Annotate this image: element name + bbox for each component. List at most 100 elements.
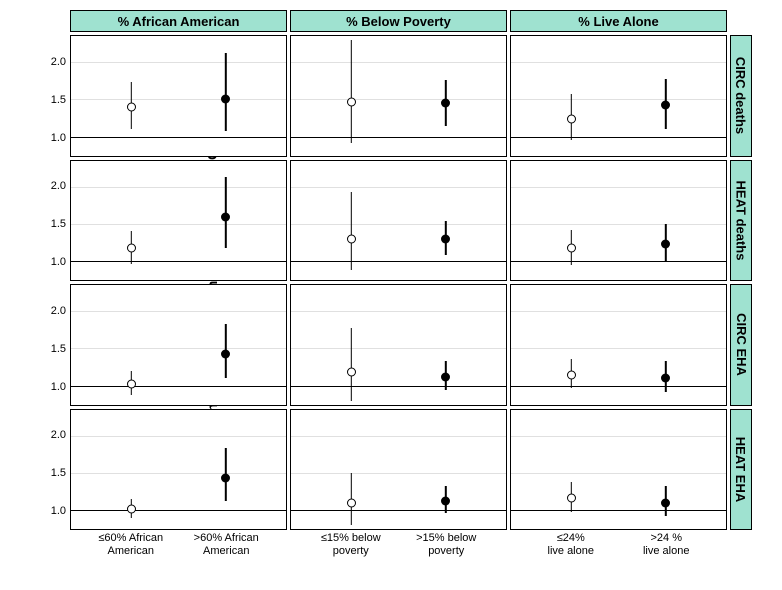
y-tick-label: 2.0 — [51, 305, 66, 317]
grid-line — [511, 224, 726, 225]
point-solid — [661, 240, 670, 249]
grid-line — [511, 99, 726, 100]
point-solid — [221, 95, 230, 104]
point-group — [445, 285, 446, 405]
y-tick-label: 1.0 — [51, 132, 66, 144]
panel-r1-c1 — [290, 160, 507, 282]
point-hollow — [127, 380, 136, 389]
y-tick-label: 1.0 — [51, 256, 66, 268]
point-solid — [441, 372, 450, 381]
col-strip-2: % Live Alone — [510, 10, 727, 32]
y-axis-ticks: 1.01.52.0 1.01.52.0 1.01.52.0 1.01.52.0 — [40, 10, 68, 530]
reference-line — [291, 386, 506, 387]
grid-line — [511, 187, 726, 188]
row-strip-1-label: HEAT deaths — [734, 180, 749, 260]
point-hollow — [347, 234, 356, 243]
grid-line — [291, 436, 506, 437]
panel-r2-c2 — [510, 284, 727, 406]
panel-r3-c0 — [70, 409, 287, 531]
ci-whisker — [350, 192, 351, 270]
x-labels-col-2: ≤24%live alone >24 %live alone — [510, 532, 727, 582]
y-ticks-row-1: 1.01.52.0 — [40, 160, 68, 282]
point-group — [445, 36, 446, 156]
reference-line — [511, 137, 726, 138]
x-tick-label: ≤60% AfricanAmerican — [98, 532, 163, 558]
x-axis-labels: ≤60% AfricanAmerican >60% AfricanAmerican… — [70, 532, 752, 582]
col-strip-1-label: % Below Poverty — [346, 14, 451, 29]
point-group — [351, 410, 352, 530]
point-hollow — [347, 368, 356, 377]
grid-line — [291, 473, 506, 474]
x-tick-label: ≤24%live alone — [548, 532, 594, 558]
y-tick-label: 1.5 — [51, 343, 66, 355]
reference-line — [71, 261, 286, 262]
point-hollow — [347, 498, 356, 507]
reference-line — [291, 510, 506, 511]
point-solid — [661, 101, 670, 110]
grid-line — [71, 62, 286, 63]
x-labels-col-1: ≤15% belowpoverty>15% belowpoverty — [290, 532, 507, 582]
y-tick-label: 2.0 — [51, 429, 66, 441]
point-solid — [221, 350, 230, 359]
point-group — [131, 410, 132, 530]
grid-line — [511, 311, 726, 312]
y-tick-label: 1.5 — [51, 218, 66, 230]
point-group — [665, 161, 666, 281]
row-strip-3-label: HEAT EHA — [734, 437, 749, 502]
point-group — [225, 285, 226, 405]
point-hollow — [347, 97, 356, 106]
col-strip-0: % African American — [70, 10, 287, 32]
point-group — [351, 36, 352, 156]
grid-line — [71, 348, 286, 349]
grid-line — [291, 348, 506, 349]
panel-r0-c1 — [290, 35, 507, 157]
reference-line — [511, 261, 726, 262]
panel-r3-c2 — [510, 409, 727, 531]
point-solid — [441, 99, 450, 108]
point-solid — [661, 498, 670, 507]
point-group — [445, 410, 446, 530]
y-tick-label: 1.5 — [51, 94, 66, 106]
point-group — [445, 161, 446, 281]
point-hollow — [567, 114, 576, 123]
grid-line — [291, 311, 506, 312]
x-labels-col-0: ≤60% AfricanAmerican >60% AfricanAmerican — [70, 532, 287, 582]
grid-line — [291, 224, 506, 225]
panel-r1-c2 — [510, 160, 727, 282]
x-tick-label: >24 %live alone — [643, 532, 689, 558]
grid-line — [511, 348, 726, 349]
point-group — [225, 36, 226, 156]
point-hollow — [127, 243, 136, 252]
point-solid — [221, 474, 230, 483]
reference-line — [71, 510, 286, 511]
grid-line — [71, 187, 286, 188]
forest-plot-figure: OR between indoor DI and health outcomes… — [0, 0, 782, 590]
reference-line — [71, 137, 286, 138]
x-tick-label: >15% belowpoverty — [416, 532, 476, 558]
y-ticks-row-3: 1.01.52.0 — [40, 409, 68, 531]
point-group — [131, 161, 132, 281]
row-strip-1: HEAT deaths — [730, 160, 752, 282]
reference-line — [511, 510, 726, 511]
point-group — [351, 285, 352, 405]
col-strip-1: % Below Poverty — [290, 10, 507, 32]
point-solid — [221, 212, 230, 221]
panel-r0-c2 — [510, 35, 727, 157]
row-strip-3: HEAT EHA — [730, 409, 752, 531]
x-tick-label: >60% AfricanAmerican — [194, 532, 259, 558]
point-group — [571, 36, 572, 156]
row-strip-2-label: CIRC EHA — [734, 313, 749, 376]
panel-r0-c0 — [70, 35, 287, 157]
point-group — [571, 161, 572, 281]
grid-line — [71, 224, 286, 225]
y-tick-label: 1.0 — [51, 381, 66, 393]
point-group — [665, 410, 666, 530]
point-hollow — [127, 102, 136, 111]
panel-r2-c0 — [70, 284, 287, 406]
y-tick-label: 1.5 — [51, 467, 66, 479]
point-hollow — [567, 370, 576, 379]
point-group — [131, 285, 132, 405]
col-strip-0-label: % African American — [118, 14, 240, 29]
facet-grid: % African American % Below Poverty % Liv… — [70, 10, 752, 530]
reference-line — [71, 386, 286, 387]
